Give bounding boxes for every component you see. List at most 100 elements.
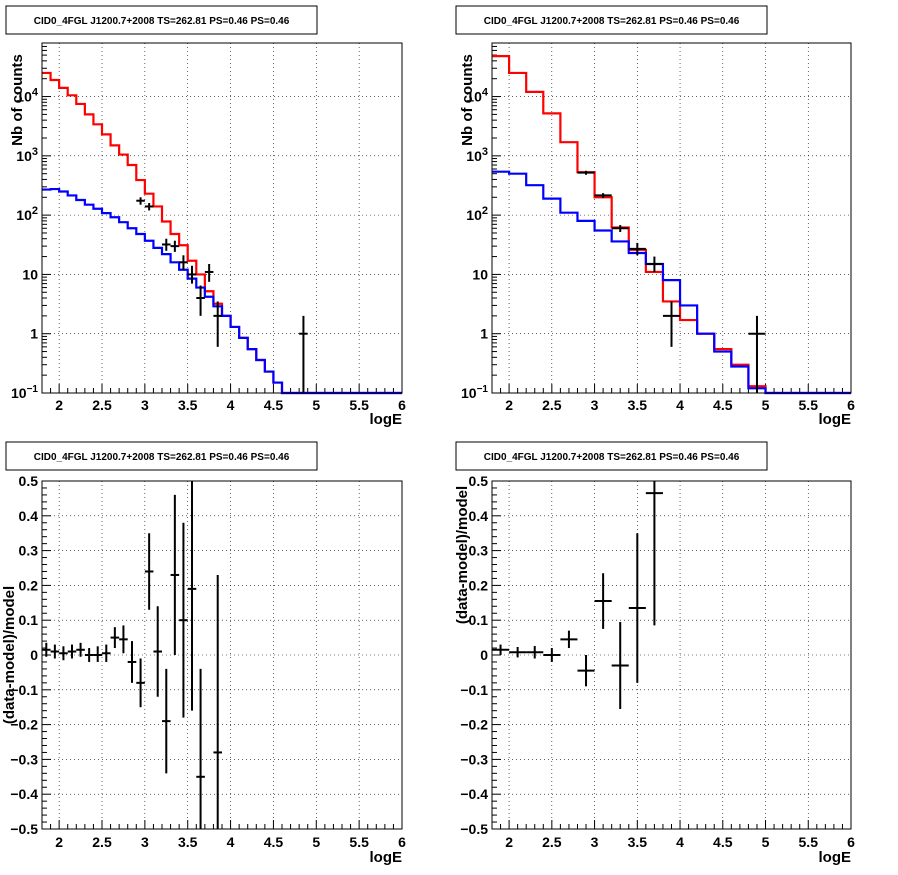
data-point xyxy=(127,641,137,683)
title-box xyxy=(5,5,318,35)
title-box xyxy=(5,441,318,471)
y-tick-label: 0.1 xyxy=(19,612,39,628)
title-box xyxy=(455,5,768,35)
y-tick-label: 1 xyxy=(480,326,488,342)
x-tick-label: 4 xyxy=(676,834,684,850)
data-point xyxy=(153,606,162,697)
y-tick-label: 102 xyxy=(16,205,38,223)
y-axis-label: (data-model)/model xyxy=(454,486,471,624)
x-tick-label: 2.5 xyxy=(92,397,112,413)
y-tick-label: 10 xyxy=(22,266,38,282)
y-tick-label: 0 xyxy=(30,647,38,663)
data-point xyxy=(59,646,68,661)
data-point xyxy=(645,256,663,272)
x-tick-label: 3 xyxy=(591,397,599,413)
x-tick-label: 6 xyxy=(847,834,855,850)
data-point xyxy=(662,301,681,347)
data-point xyxy=(84,648,94,662)
x-tick-label: 2 xyxy=(55,397,63,413)
data-point xyxy=(179,522,188,718)
x-tick-label: 4 xyxy=(227,834,235,850)
y-tick-label: −0.5 xyxy=(10,821,38,837)
y-tick-label: −0.4 xyxy=(460,786,488,802)
x-tick-label: 3 xyxy=(591,834,599,850)
data-point xyxy=(611,621,629,709)
data-point xyxy=(162,238,171,251)
data-point xyxy=(187,481,197,711)
y-tick-label: 10 xyxy=(472,266,488,282)
x-tick-label: 5 xyxy=(762,834,770,850)
component_model-histogram xyxy=(492,170,851,395)
data-point xyxy=(645,481,663,626)
y-tick-label: −0.2 xyxy=(10,717,38,733)
y-tick-label: −0.3 xyxy=(10,751,38,767)
data-point xyxy=(196,668,205,829)
y-tick-label: 1 xyxy=(30,326,38,342)
y-tick-label: −0.1 xyxy=(460,682,488,698)
plot-frame xyxy=(41,42,403,394)
x-tick-label: 2 xyxy=(55,834,63,850)
data-point xyxy=(144,203,154,211)
x-tick-label: 3.5 xyxy=(178,397,198,413)
x-tick-label: 5.5 xyxy=(349,397,369,413)
data-point xyxy=(170,240,180,252)
data-point xyxy=(748,315,766,393)
data-point xyxy=(213,574,222,829)
x-tick-label: 6 xyxy=(398,834,406,850)
x-tick-label: 2.5 xyxy=(542,397,562,413)
data-point xyxy=(204,263,214,282)
x-tick-label: 3 xyxy=(141,397,149,413)
data-point xyxy=(543,648,561,662)
plot-frame xyxy=(491,480,852,830)
x-tick-label: 4.5 xyxy=(264,397,284,413)
x-tick-label: 2.5 xyxy=(542,834,562,850)
chart-panel-tr: 2 2.5 3 3.5 4 4.5 5 5.5 6 10−1 1 10 102 103 104 logE Nb … xyxy=(455,5,855,428)
x-tick-label: 6 xyxy=(398,397,406,413)
x-tick-label: 3.5 xyxy=(628,834,648,850)
data-point xyxy=(162,668,171,774)
y-axis-label: Nb of counts xyxy=(9,54,26,146)
component_model-histogram xyxy=(42,187,402,395)
chart-panel-br: 2 2.5 3 3.5 4 4.5 5 5.5 6 −0.5 −0.4 −0.3 −0.2 −0.1 0 0.… xyxy=(454,441,855,866)
x-axis-label: logE xyxy=(819,411,852,428)
data-point xyxy=(144,533,154,610)
data-point xyxy=(492,644,510,655)
data-point xyxy=(50,644,60,659)
x-tick-label: 2.5 xyxy=(92,834,112,850)
data-point xyxy=(93,646,102,662)
x-tick-label: 5 xyxy=(312,834,320,850)
y-tick-label: 0.5 xyxy=(469,473,489,489)
y-tick-label: 0.3 xyxy=(469,543,489,559)
y-tick-label: 0.4 xyxy=(469,508,489,524)
data-point xyxy=(577,655,595,687)
plot-frame xyxy=(491,42,852,394)
data-point xyxy=(577,170,595,175)
x-axis-label: logE xyxy=(819,849,852,866)
title-box xyxy=(455,441,768,471)
x-tick-label: 5 xyxy=(762,397,770,413)
x-tick-label: 5.5 xyxy=(799,834,819,850)
data-point xyxy=(136,658,145,708)
y-tick-label: 10−1 xyxy=(461,384,488,401)
data-point xyxy=(594,573,612,629)
y-tick-label: 0 xyxy=(480,647,488,663)
plot-frame xyxy=(41,480,403,830)
chart-title: CID0_4FGL J1200.7+2008 TS=262.81 PS=0.46… xyxy=(484,16,740,27)
y-tick-label: 103 xyxy=(466,146,488,164)
y-axis-label: Nb of counts xyxy=(459,54,476,146)
y-tick-label: 0.4 xyxy=(19,508,39,524)
chart-title: CID0_4FGL J1200.7+2008 TS=262.81 PS=0.46… xyxy=(34,16,290,27)
y-tick-label: 0.2 xyxy=(19,577,39,593)
y-tick-label: 0.3 xyxy=(19,543,39,559)
data-point xyxy=(628,533,646,683)
data-point xyxy=(119,625,128,654)
data-point xyxy=(76,642,85,657)
data-point xyxy=(509,646,527,658)
data-point xyxy=(136,197,145,205)
data-point xyxy=(594,193,612,198)
x-tick-label: 5.5 xyxy=(799,397,819,413)
data-point xyxy=(628,242,646,256)
data-point xyxy=(299,315,308,393)
data-point xyxy=(611,225,629,232)
data-point xyxy=(196,285,205,316)
